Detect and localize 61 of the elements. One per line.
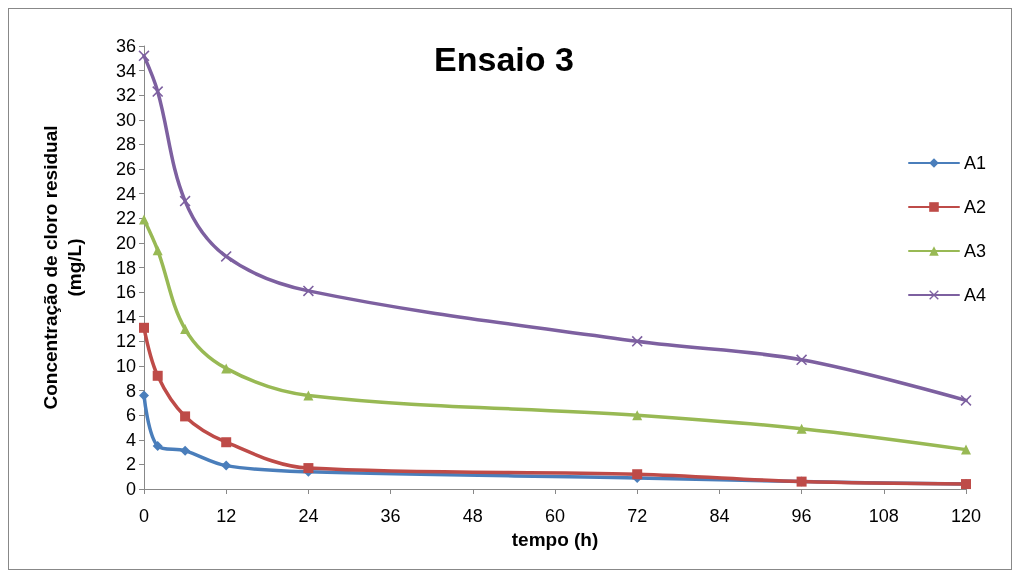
point <box>221 363 232 374</box>
point <box>796 423 807 434</box>
x-tick-label: 36 <box>380 506 401 526</box>
x-tick-label: 84 <box>709 506 730 526</box>
point <box>961 444 971 455</box>
y-tick-label: 32 <box>115 85 136 106</box>
point <box>180 324 191 335</box>
point <box>796 354 808 366</box>
y-tick-label: 24 <box>115 183 136 204</box>
point <box>139 322 149 333</box>
y-tick-label: 26 <box>115 159 136 180</box>
y-tick-label: 14 <box>115 306 136 327</box>
y-tick-label: 16 <box>115 282 136 303</box>
point <box>960 394 972 406</box>
point <box>221 460 232 471</box>
x-tick-label: 72 <box>627 506 648 526</box>
point <box>138 50 150 62</box>
y-tick-label: 30 <box>115 109 136 130</box>
legend-label: A4 <box>963 285 987 305</box>
y-tick-label: 36 <box>115 36 136 56</box>
legend-label: A1 <box>963 153 987 173</box>
legend-label: A2 <box>963 197 987 217</box>
y-tick-label: 12 <box>115 331 136 352</box>
y-tick-label: 18 <box>115 257 136 278</box>
y-tick-label: 8 <box>125 380 136 401</box>
x-tick-label: 12 <box>216 506 237 526</box>
x-tick-label: 60 <box>544 506 566 526</box>
point <box>152 370 163 381</box>
chart-title: Ensaio 3 <box>434 40 574 78</box>
point <box>221 437 232 448</box>
point <box>139 214 149 225</box>
x-tick-label: 48 <box>462 506 483 526</box>
y-tick-label: 28 <box>115 134 136 155</box>
legend-label: A3 <box>963 241 987 261</box>
y-tick-label: 4 <box>125 429 136 450</box>
point <box>220 250 232 262</box>
x-tick-label: 0 <box>138 506 150 526</box>
point <box>631 335 643 347</box>
point <box>303 390 314 401</box>
y-tick-label: 6 <box>125 405 136 426</box>
point <box>152 86 164 98</box>
y-tick-label: 10 <box>115 355 136 376</box>
y-tick-label: 34 <box>115 60 136 81</box>
x-tick-label: 108 <box>868 506 899 526</box>
point <box>139 390 149 401</box>
x-tick-label: 120 <box>950 506 982 526</box>
x-axis-title: tempo (h) <box>511 528 599 550</box>
point <box>179 195 191 207</box>
x-tick-label: 96 <box>791 506 812 526</box>
point <box>152 440 163 451</box>
point <box>180 445 191 456</box>
point <box>302 285 314 297</box>
y-tick-label: 2 <box>125 454 136 475</box>
point <box>152 245 163 256</box>
x-tick-label: 24 <box>298 506 319 526</box>
y-tick-label: 20 <box>115 232 136 253</box>
y-tick-label: 0 <box>125 479 136 499</box>
point <box>180 411 191 422</box>
point <box>632 410 643 421</box>
y-axis-title: Concentração de cloro residual (mg/L) <box>39 125 85 410</box>
y-tick-label: 22 <box>115 208 136 229</box>
